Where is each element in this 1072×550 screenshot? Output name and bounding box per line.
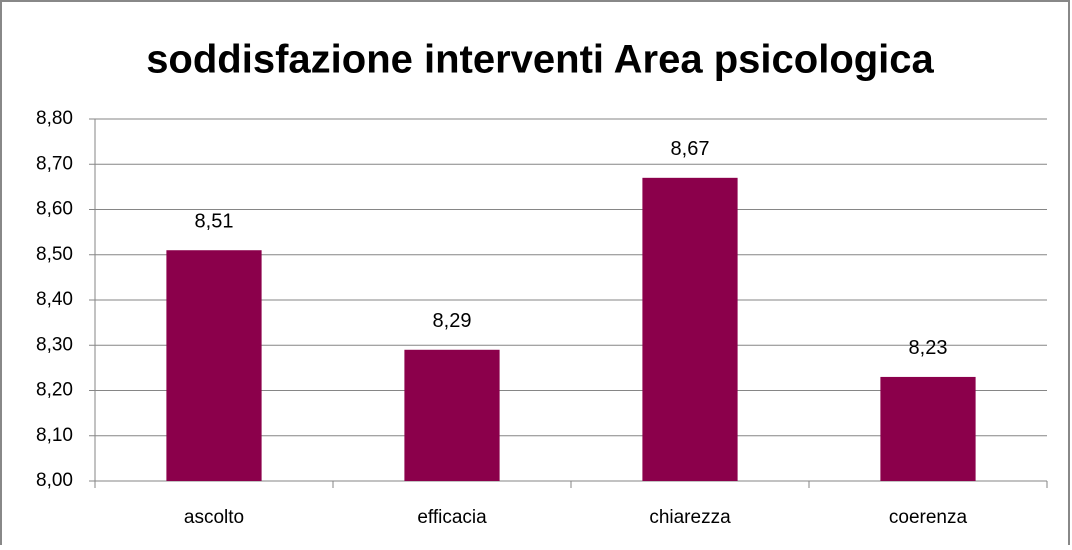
bar — [166, 250, 262, 481]
y-tick-label: 8,20 — [36, 380, 73, 401]
y-tick-label: 8,40 — [36, 289, 73, 310]
x-tick-label: ascolto — [184, 507, 244, 528]
y-tick-label: 8,60 — [36, 199, 73, 220]
bar — [404, 349, 500, 481]
y-tick-label: 8,70 — [36, 153, 73, 174]
value-label: 8,29 — [433, 310, 472, 332]
value-label: 8,51 — [195, 211, 234, 233]
bar — [642, 177, 738, 481]
value-label: 8,67 — [671, 138, 710, 160]
y-tick-label: 8,50 — [36, 244, 73, 265]
value-label: 8,23 — [909, 337, 948, 359]
x-tick-label: chiarezza — [649, 507, 731, 528]
y-tick-label: 8,30 — [36, 334, 73, 355]
y-tick-label: 8,80 — [36, 108, 73, 129]
y-tick-label: 8,10 — [36, 425, 73, 446]
x-tick-label: efficacia — [417, 507, 487, 528]
bar — [880, 376, 976, 481]
chart-title: soddisfazione interventi Area psicologic… — [146, 38, 934, 82]
x-tick-label: coerenza — [889, 507, 968, 528]
y-tick-label: 8,00 — [36, 470, 73, 491]
